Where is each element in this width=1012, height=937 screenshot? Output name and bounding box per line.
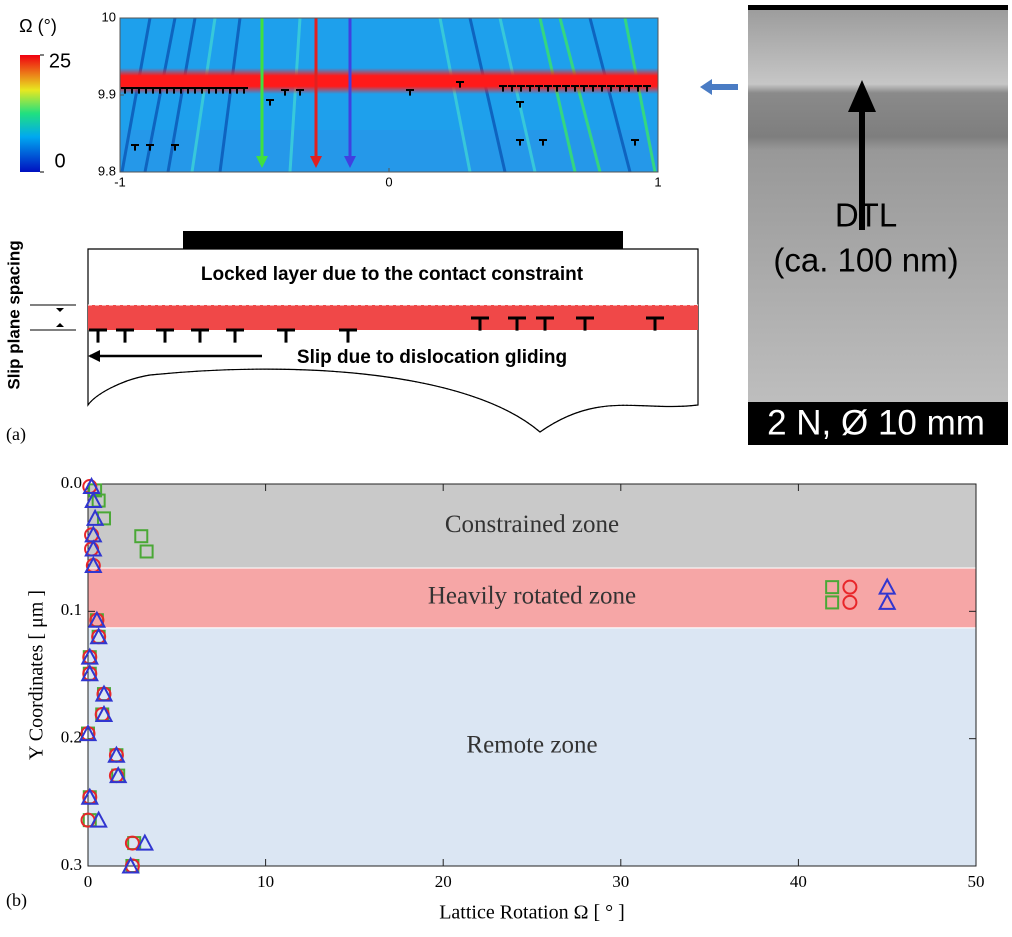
y-axis-label: Y Coordinates [ μm ] [26, 590, 48, 760]
plot-frame [87, 483, 977, 867]
x-tick-label: 40 [790, 872, 807, 891]
schematic-side-label: Slip plane spacing [4, 240, 23, 389]
micrograph: DTL (ca. 100 nm) 2 N, Ø 10 mm [748, 5, 1008, 445]
heatmap-field [120, 18, 658, 172]
zone-label: Heavily rotated zone [428, 583, 636, 610]
y-tick-label: 0.2 [61, 728, 82, 747]
colorbar-tick-label: 0 [54, 150, 65, 172]
zone [87, 627, 977, 867]
x-axis-label: Lattice Rotation Ω [ ° ] [439, 902, 625, 924]
point [84, 490, 103, 509]
point [89, 810, 108, 828]
point [124, 835, 140, 851]
point [842, 594, 858, 610]
y-tick-label: 9.8 [98, 163, 116, 178]
micrograph-label: (ca. 100 nm) [773, 242, 958, 279]
point [139, 544, 154, 559]
x-tick-label: -1 [114, 174, 126, 189]
point [80, 647, 99, 665]
point [96, 511, 111, 526]
scatter-plot: Constrained zone Heavily rotated zone Remo… [26, 473, 985, 924]
point [135, 833, 155, 851]
x-tick-label: 10 [257, 872, 274, 891]
point [134, 529, 149, 544]
point [89, 627, 108, 645]
point [82, 476, 101, 495]
x-tick-label: 0 [84, 872, 93, 891]
schematic: Locked layer due to the contact constrai… [4, 231, 699, 433]
x-tick-label: 0 [385, 174, 392, 189]
point [87, 610, 107, 628]
point [121, 856, 140, 874]
point [85, 508, 105, 526]
point [94, 684, 114, 702]
x-tick-label: 20 [435, 872, 452, 891]
x-tick-label: 50 [968, 872, 985, 891]
point [80, 787, 99, 805]
colorbar [20, 55, 40, 172]
y-tick-label: 0.1 [61, 600, 82, 619]
x-tick-label: 1 [654, 174, 661, 189]
colorbar-tick-label: 25 [49, 50, 71, 72]
point [825, 580, 840, 595]
point [109, 765, 128, 784]
panel-label: (b) [6, 890, 27, 911]
point [94, 704, 114, 722]
point [78, 723, 98, 742]
point [84, 539, 103, 557]
point [84, 555, 103, 573]
y-tick-label: 9.9 [98, 86, 116, 101]
point [80, 664, 99, 682]
micrograph-label: DTL [835, 197, 897, 234]
y-tick-label: 0.0 [61, 473, 82, 492]
schematic-top-label: Locked layer due to the contact constrai… [201, 264, 584, 285]
micrograph-caption: 2 N, Ø 10 mm [767, 403, 985, 442]
link-arrow [700, 79, 738, 95]
zone-label: Remote zone [466, 732, 597, 759]
point [107, 745, 126, 763]
point [878, 592, 897, 610]
colorbar-label: Ω (°) [19, 16, 57, 36]
x-tick-label: 30 [612, 872, 629, 891]
y-tick-label: 0.3 [61, 855, 82, 874]
y-tick-label: 10 [102, 9, 116, 24]
zone [87, 483, 977, 569]
point [842, 579, 858, 595]
zone-label: Constrained zone [445, 511, 619, 538]
point [825, 595, 840, 610]
schematic-bottom-label: Slip due to dislocation gliding [297, 347, 567, 368]
panel-label: (a) [6, 424, 26, 445]
